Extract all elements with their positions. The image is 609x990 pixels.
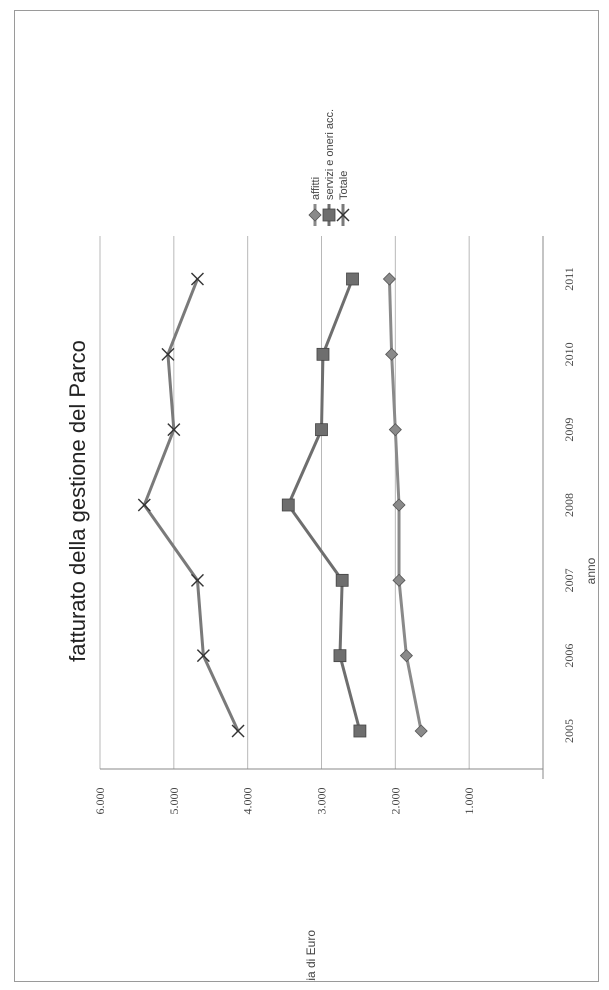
x-tick-label: 2006: [562, 644, 576, 668]
x-marker: [161, 347, 175, 361]
series-lines: [137, 272, 428, 738]
diamond-marker: [388, 423, 402, 437]
series-totale: [137, 272, 245, 738]
legend: affitti servizi e oneri acc. Totale: [308, 109, 350, 226]
legend-label: affitti: [310, 177, 322, 200]
legend-label: Totale: [338, 171, 350, 200]
x-tick-label: 2010: [562, 342, 576, 366]
x-axis-title: anno: [584, 557, 598, 584]
diamond-marker: [308, 208, 322, 222]
x-tick-label: 2007: [562, 568, 576, 592]
y-tick-label: 6.000: [93, 788, 107, 815]
line-chart: 1.000 2.000 3.000 4.000 5.000 6.000 2005 2006 20…: [65, 109, 598, 981]
diamond-marker: [392, 573, 406, 587]
square-marker: [281, 498, 295, 512]
square-marker: [333, 649, 347, 663]
square-marker: [346, 272, 359, 286]
series-line: [142, 278, 240, 732]
y-axis-title: migliaia di Euro: [304, 930, 318, 981]
axes: [100, 236, 544, 779]
y-tick-label: 2.000: [388, 788, 402, 815]
x-tick-label: 2008: [562, 493, 576, 517]
legend-label: servizi e oneri acc.: [324, 109, 336, 200]
series-servizi-e-oneri-acc-: [281, 272, 367, 738]
gridlines: [99, 236, 470, 769]
x-tick-label: 2005: [562, 719, 576, 743]
y-tick-label: 4.000: [241, 788, 255, 815]
x-marker: [137, 498, 151, 512]
tick-labels: 1.000 2.000 3.000 4.000 5.000 6.000 2005 2006 20…: [93, 267, 576, 814]
y-tick-label: 1.000: [462, 788, 476, 815]
square-marker: [322, 208, 336, 222]
x-marker: [196, 649, 210, 663]
y-tick-label: 3.000: [315, 788, 329, 815]
diamond-marker: [414, 724, 428, 738]
chart-frame: 1.000 2.000 3.000 4.000 5.000 6.000 2005 2006 20…: [14, 10, 599, 982]
square-marker: [353, 724, 367, 738]
series-affitti: [382, 272, 428, 738]
diamond-marker: [385, 347, 399, 361]
diamond-marker: [399, 649, 413, 663]
square-marker: [335, 573, 349, 587]
x-marker: [190, 573, 204, 587]
diamond-marker: [392, 498, 406, 512]
x-marker: [231, 724, 245, 738]
x-marker: [190, 272, 204, 286]
chart-title: fatturato della gestione del Parco: [65, 340, 90, 662]
y-tick-label: 5.000: [167, 788, 181, 815]
diamond-marker: [382, 272, 396, 286]
square-marker: [315, 423, 328, 437]
x-tick-label: 2011: [562, 267, 576, 291]
square-marker: [316, 347, 330, 361]
x-tick-label: 2009: [562, 418, 576, 442]
x-marker: [336, 208, 350, 222]
x-marker: [167, 423, 181, 437]
series-line: [286, 278, 362, 732]
